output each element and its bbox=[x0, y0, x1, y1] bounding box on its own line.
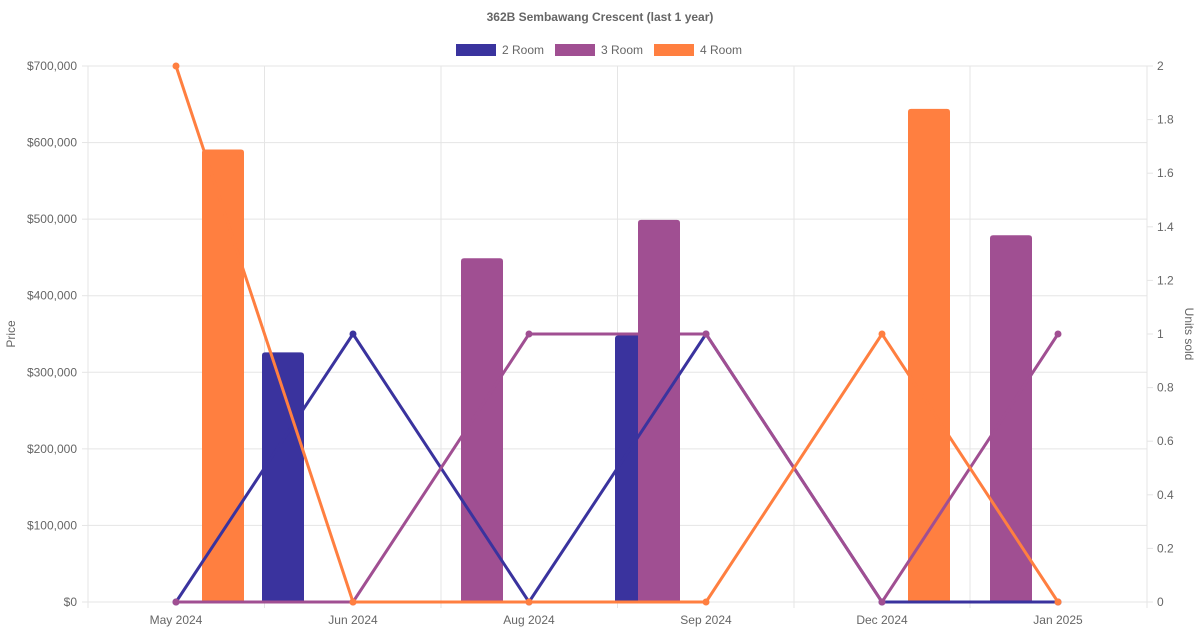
y-right-tick-label: 0.4 bbox=[1157, 488, 1174, 502]
legend-swatch-3-room bbox=[555, 44, 595, 56]
y-left-tick-label: $500,000 bbox=[27, 212, 77, 226]
point-units-3-room bbox=[702, 330, 710, 338]
legend-label-4-room: 4 Room bbox=[700, 43, 742, 57]
y-right-tick-label: 1.4 bbox=[1157, 220, 1174, 234]
point-units-3-room bbox=[1054, 330, 1062, 338]
x-tick-label: Dec 2024 bbox=[856, 613, 908, 627]
point-units-4-room bbox=[702, 598, 710, 606]
bars-layer bbox=[202, 108, 1032, 603]
bar-4-room bbox=[202, 149, 244, 602]
bar-2-room bbox=[262, 352, 304, 602]
y-right-tick-label: 0.2 bbox=[1157, 541, 1174, 555]
legend-swatch-4-room bbox=[654, 44, 694, 56]
legend-label-2-room: 2 Room bbox=[502, 43, 544, 57]
lines-layer bbox=[172, 62, 1062, 606]
y-left-tick-label: $0 bbox=[64, 595, 78, 609]
y-left-tick-label: $200,000 bbox=[27, 442, 77, 456]
legend-label-3-room: 3 Room bbox=[601, 43, 643, 57]
line-units-2-room bbox=[174, 332, 1058, 604]
bar-3-room bbox=[638, 219, 680, 602]
line-units-4-room bbox=[174, 65, 1060, 604]
point-units-4-room bbox=[1054, 598, 1062, 606]
x-tick-label: Jan 2025 bbox=[1033, 613, 1083, 627]
point-units-3-room bbox=[525, 330, 533, 338]
point-units-3-room bbox=[878, 598, 886, 606]
y-right-tick-label: 1.2 bbox=[1157, 273, 1174, 287]
bar-3-room bbox=[990, 235, 1032, 603]
legend: 2 Room 3 Room 4 Room bbox=[456, 43, 742, 57]
chart-title: 362B Sembawang Crescent (last 1 year) bbox=[487, 10, 714, 24]
point-units-3-room bbox=[172, 598, 180, 606]
y-axis-left-ticks: $0 $100,000 $200,000 $300,000 $400,000 $500,0… bbox=[27, 59, 77, 609]
point-units-4-room bbox=[878, 330, 886, 338]
y-left-tick-label: $300,000 bbox=[27, 365, 77, 379]
bar-4-room bbox=[908, 108, 950, 602]
point-units-4-room bbox=[525, 598, 533, 606]
y-axis-left-label: Price bbox=[4, 320, 18, 348]
y-axis-right-ticks: 0 0.2 0.4 0.6 0.8 1 1.2 1.4 1.6 1.8 2 bbox=[1157, 59, 1174, 609]
y-left-tick-label: $700,000 bbox=[27, 59, 77, 73]
y-right-tick-label: 1 bbox=[1157, 327, 1164, 341]
x-tick-label: Sep 2024 bbox=[680, 613, 732, 627]
y-right-tick-label: 0.6 bbox=[1157, 434, 1174, 448]
y-right-tick-label: 0 bbox=[1157, 595, 1164, 609]
y-left-tick-label: $600,000 bbox=[27, 136, 77, 150]
y-right-tick-label: 1.8 bbox=[1157, 113, 1174, 127]
y-axis-right-label: Units sold bbox=[1182, 308, 1196, 361]
x-axis-ticks: May 2024 Jun 2024 Aug 2024 Sep 2024 Dec 2024… bbox=[150, 613, 1083, 627]
point-units-4-room bbox=[172, 62, 180, 70]
y-right-tick-label: 2 bbox=[1157, 59, 1164, 73]
line-units-3-room bbox=[176, 332, 1060, 604]
x-tick-label: Jun 2024 bbox=[328, 613, 378, 627]
x-tick-label: May 2024 bbox=[150, 613, 203, 627]
point-units-2-room bbox=[349, 330, 357, 338]
y-left-tick-label: $400,000 bbox=[27, 289, 77, 303]
x-tick-label: Aug 2024 bbox=[503, 613, 555, 627]
y-left-tick-label: $100,000 bbox=[27, 518, 77, 532]
y-right-tick-label: 1.6 bbox=[1157, 166, 1174, 180]
y-right-tick-label: 0.8 bbox=[1157, 381, 1174, 395]
legend-swatch-2-room bbox=[456, 44, 496, 56]
point-units-4-room bbox=[349, 598, 357, 606]
